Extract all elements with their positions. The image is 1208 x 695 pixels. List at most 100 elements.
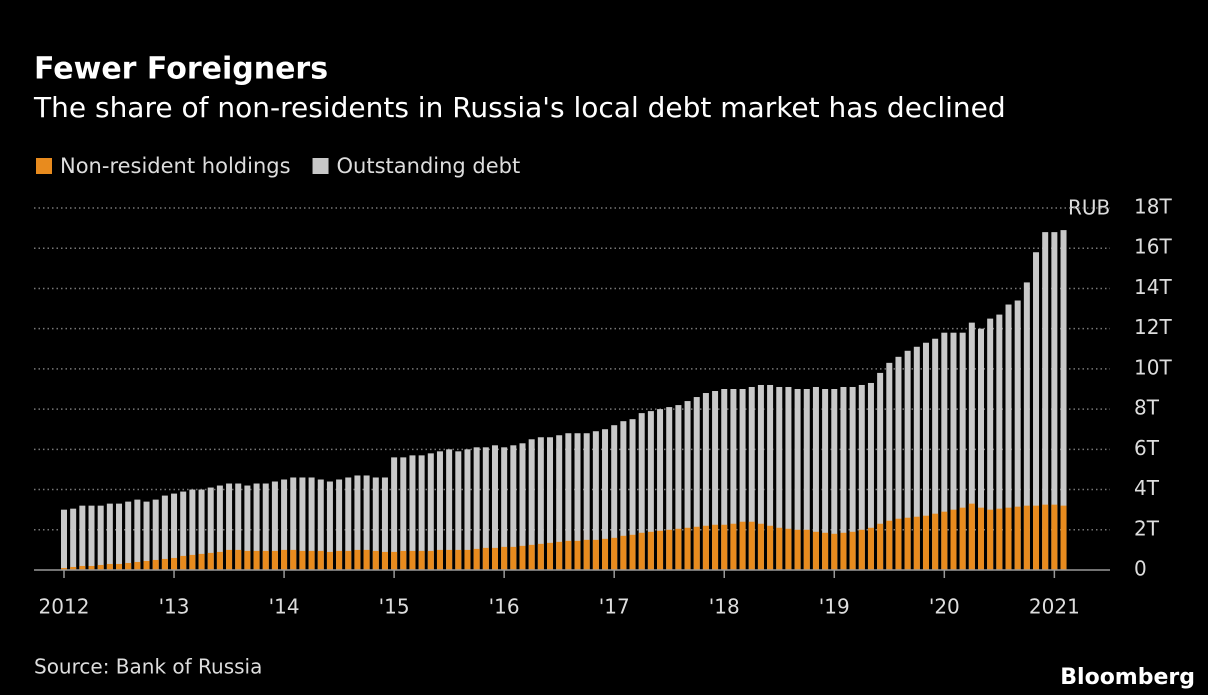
bar [638, 413, 645, 570]
bar [895, 356, 902, 570]
bar [702, 525, 709, 570]
bar [446, 549, 453, 570]
bar [1060, 505, 1067, 570]
bar [189, 489, 196, 570]
bar [299, 477, 306, 570]
y-tick-label: 0 [1134, 557, 1147, 581]
x-tick-label: '20 [929, 595, 960, 619]
bar [702, 393, 709, 570]
bar [748, 386, 755, 570]
bar [684, 401, 691, 570]
bar [97, 564, 104, 570]
bar [436, 549, 443, 570]
x-tick-label: 2012 [39, 595, 90, 619]
bar [326, 481, 333, 570]
bar [583, 539, 590, 570]
bar [547, 437, 554, 570]
bar [1023, 282, 1030, 570]
bar [739, 389, 746, 570]
bar [620, 535, 627, 570]
bar [464, 549, 471, 570]
bar [446, 449, 453, 570]
x-tick-label: '14 [269, 595, 300, 619]
y-tick-label: 14T [1134, 275, 1172, 299]
bar [436, 451, 443, 570]
bar [831, 389, 838, 570]
bar [281, 549, 288, 570]
bar [602, 429, 609, 570]
bar [932, 338, 939, 570]
bar [638, 532, 645, 570]
bar [418, 455, 425, 570]
bar [134, 561, 141, 570]
bar [317, 479, 324, 570]
bar [336, 479, 343, 570]
bar [987, 509, 994, 570]
bar [226, 483, 233, 570]
bar [427, 550, 434, 570]
bar [207, 487, 214, 570]
bar [161, 558, 168, 570]
y-tick-label: 12T [1134, 315, 1172, 339]
bar [1014, 300, 1021, 570]
bar [116, 503, 123, 570]
bar [675, 405, 682, 570]
bar [840, 532, 847, 570]
bar [171, 493, 178, 570]
bar [372, 550, 379, 570]
bar [822, 389, 829, 570]
bar [959, 332, 966, 570]
bar [97, 505, 104, 570]
bar [785, 528, 792, 570]
bar [831, 533, 838, 570]
bar [592, 431, 599, 570]
bar [666, 407, 673, 570]
bar [161, 495, 168, 570]
x-tick-label: '13 [159, 595, 190, 619]
x-tick-label: '16 [489, 595, 520, 619]
bar [455, 451, 462, 570]
bar [556, 435, 563, 570]
bar [253, 483, 260, 570]
bar [757, 523, 764, 570]
bar [235, 483, 242, 570]
bar [886, 520, 893, 570]
bar [959, 507, 966, 570]
bar [877, 523, 884, 570]
bar [1060, 230, 1067, 570]
bar [244, 485, 251, 570]
bar [867, 527, 874, 570]
bar [391, 457, 398, 570]
bar [198, 489, 205, 570]
bar [647, 531, 654, 570]
bar [803, 389, 810, 570]
bar [913, 346, 920, 570]
bar [354, 549, 361, 570]
bar [849, 386, 856, 570]
x-tick-label: 2021 [1029, 595, 1080, 619]
bar [308, 477, 315, 570]
bar [372, 477, 379, 570]
y-tick-label: 10T [1134, 355, 1172, 379]
bar [354, 475, 361, 570]
bar [611, 537, 618, 570]
bar [501, 447, 508, 570]
bar [647, 411, 654, 570]
bar [812, 386, 819, 570]
bar [757, 384, 764, 570]
bar [1042, 504, 1049, 570]
y-tick-label: 6T [1134, 436, 1160, 460]
bar [968, 322, 975, 570]
bar [198, 553, 205, 570]
bar [400, 457, 407, 570]
legend-swatch [312, 158, 329, 174]
bar [510, 546, 517, 570]
bar [849, 531, 856, 570]
bar [904, 350, 911, 570]
bar [537, 437, 544, 570]
bar [88, 565, 95, 570]
bar [70, 508, 77, 570]
bar [978, 328, 984, 570]
bar [125, 562, 132, 570]
bar [895, 518, 902, 570]
